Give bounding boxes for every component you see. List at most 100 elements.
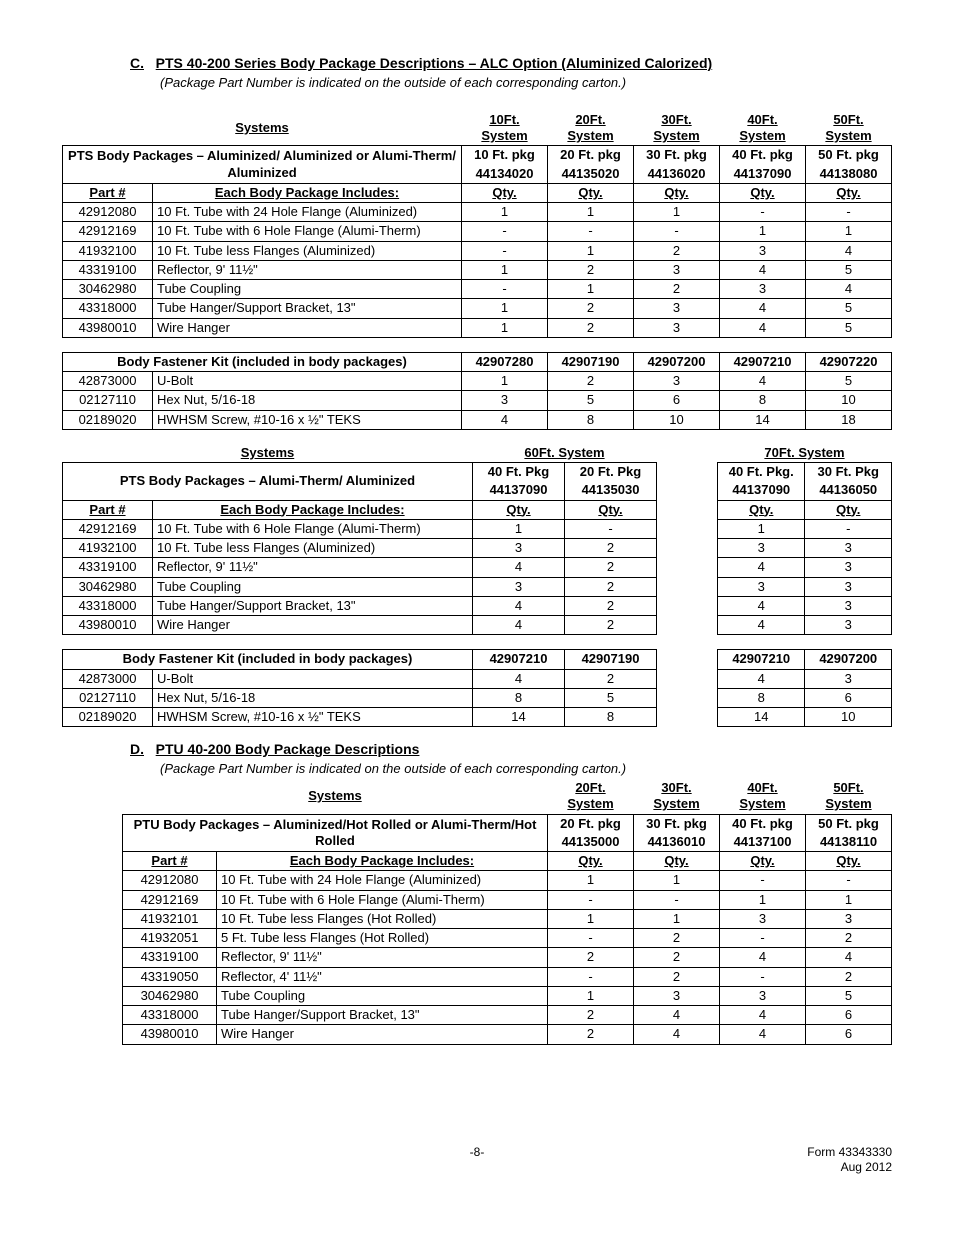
part-cell: 42873000 [63,669,153,688]
qty-cell: - [805,519,892,538]
page-number: -8- [470,1145,485,1160]
desc-cell: Wire Hanger [153,318,462,337]
table4-left-body: 42873000U-Bolt4202127110Hex Nut, 5/16-18… [63,669,657,727]
qty-cell: 2 [565,669,657,688]
qty-cell: 3 [634,260,720,279]
table-row: 43980010Wire Hanger2446 [123,1025,892,1044]
qty-header: Qty. [565,500,657,519]
table-row: 33 [718,577,892,596]
part-cell: 42912169 [63,222,153,241]
qty-cell: 4 [720,1006,806,1025]
qty-cell: 1 [720,222,806,241]
qty-cell: 3 [720,909,806,928]
qty-cell: - [548,222,634,241]
desc-cell: 10 Ft. Tube less Flanges (Aluminized) [153,241,462,260]
systems-header: Systems [63,111,462,146]
desc-header: Each Body Package Includes: [153,183,462,202]
sys-col: 40Ft. System [720,111,806,146]
qty-cell: 3 [720,241,806,260]
qty-cell: 1 [473,519,565,538]
table-row: 419320515 Ft. Tube less Flanges (Hot Rol… [123,929,892,948]
kit-col: 42907190 [548,352,634,371]
pkg-col-num: 44135030 [565,481,657,500]
qty-cell: 5 [806,986,892,1005]
qty-header: Qty. [548,852,634,871]
qty-cell: 5 [806,372,892,391]
qty-cell: - [462,222,548,241]
table-row: 4291208010 Ft. Tube with 24 Hole Flange … [63,203,892,222]
section-d-heading: D. PTU 40-200 Body Package Descriptions [130,741,892,759]
table-pts-main: Systems 10Ft. System 20Ft. System 30Ft. … [62,111,892,338]
section-c-title: PTS 40-200 Series Body Package Descripti… [156,55,713,71]
table-row: 1- [718,519,892,538]
pkg-title: PTS Body Packages – Alumi-Therm/ Alumini… [63,463,473,501]
qty-cell: 1 [548,280,634,299]
part-cell: 43319100 [63,260,153,279]
part-cell: 43318000 [123,1006,217,1025]
part-cell: 43319100 [63,558,153,577]
qty-cell: 3 [473,539,565,558]
qty-cell: 3 [805,558,892,577]
pkg-col-num: 44137090 [720,165,806,184]
qty-cell: - [806,871,892,890]
qty-cell: 5 [565,688,657,707]
table-row: 4291216910 Ft. Tube with 6 Hole Flange (… [63,222,892,241]
part-cell: 42873000 [63,372,153,391]
table-row: 4193210010 Ft. Tube less Flanges (Alumin… [63,539,657,558]
qty-cell: 1 [806,222,892,241]
qty-cell: 10 [805,708,892,727]
table-row: 02127110Hex Nut, 5/16-18356810 [63,391,892,410]
qty-cell: - [634,890,720,909]
table-row: 42873000U-Bolt12345 [63,372,892,391]
qty-cell: 2 [565,577,657,596]
pkg-col-num: 44136020 [634,165,720,184]
qty-cell: 1 [720,890,806,909]
table-70ft: 70Ft. System 40 Ft. Pkg. 30 Ft. Pkg 4413… [717,444,892,636]
qty-cell: - [548,929,634,948]
table-row: 43318000Tube Hanger/Support Bracket, 13"… [63,299,892,318]
desc-cell: Reflector, 9' 11½" [217,948,548,967]
pkg-col-label: 50 Ft. pkg [806,146,892,165]
qty-cell: 4 [806,948,892,967]
systems-header: Systems [123,779,548,814]
pkg-col-label: 30 Ft. Pkg [805,463,892,482]
desc-cell: U-Bolt [153,372,462,391]
kit-col: 42907210 [473,650,565,669]
pkg-col-num: 44136050 [805,481,892,500]
desc-header: Each Body Package Includes: [153,500,473,519]
table5-body: 4291208010 Ft. Tube with 24 Hole Flange … [123,871,892,1044]
qty-cell: 4 [634,1006,720,1025]
qty-cell: 10 [806,391,892,410]
desc-cell: Reflector, 9' 11½" [153,558,473,577]
part-cell: 43318000 [63,596,153,615]
table-row: 43318000Tube Hanger/Support Bracket, 13"… [63,596,657,615]
part-cell: 02189020 [63,410,153,429]
sys-col: 50Ft. System [806,111,892,146]
pkg-col-label: 10 Ft. pkg [462,146,548,165]
pkg-col-label: 40 Ft. pkg [720,814,806,833]
table-row: 4291216910 Ft. Tube with 6 Hole Flange (… [123,890,892,909]
qty-cell: 3 [473,577,565,596]
desc-cell: Tube Coupling [217,986,548,1005]
table-row: 43 [718,596,892,615]
table-row: 43319100Reflector, 9' 11½"2244 [123,948,892,967]
qty-cell: 1 [548,871,634,890]
qty-cell: 2 [565,596,657,615]
table-row: 33 [718,539,892,558]
qty-cell: 4 [806,280,892,299]
table-row: 86 [718,688,892,707]
section-c-subtitle: (Package Part Number is indicated on the… [160,75,892,91]
qty-cell: 3 [634,299,720,318]
table-row: 02127110Hex Nut, 5/16-1885 [63,688,657,707]
qty-cell: 3 [634,318,720,337]
qty-cell: 1 [462,203,548,222]
kit-col: 42907200 [634,352,720,371]
kit-col: 42907190 [565,650,657,669]
qty-header: Qty. [634,852,720,871]
pkg-col-num: 44135020 [548,165,634,184]
qty-header: Qty. [634,183,720,202]
desc-cell: Reflector, 9' 11½" [153,260,462,279]
part-cell: 02127110 [63,688,153,707]
part-cell: 30462980 [63,280,153,299]
part-cell: 41932100 [63,539,153,558]
